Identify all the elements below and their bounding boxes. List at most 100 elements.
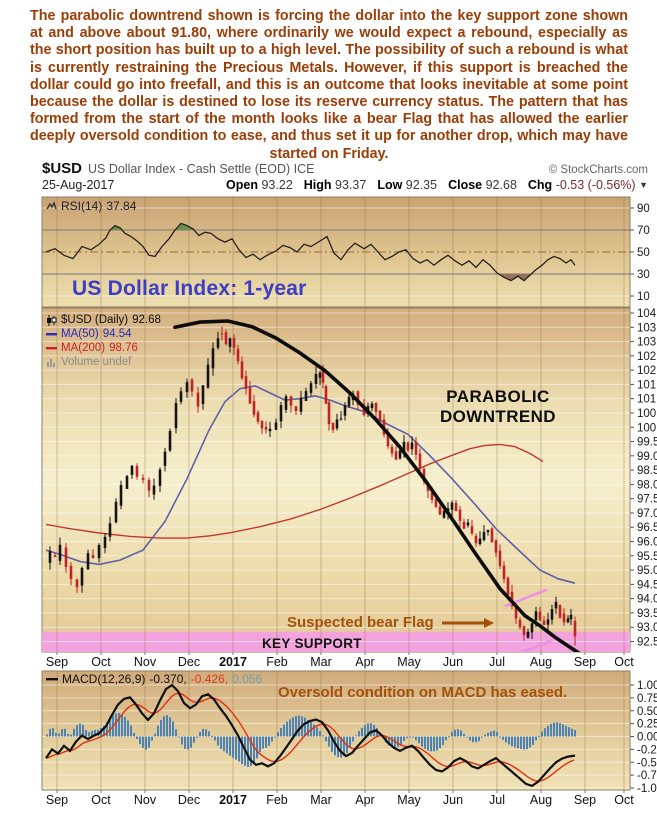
y-axis-label: 95.0: [637, 565, 657, 577]
macd-histogram-bar: [115, 713, 117, 737]
macd-histogram-bar: [196, 736, 198, 738]
macd-histogram-bar: [256, 736, 258, 759]
macd-histogram-bar: [487, 732, 489, 737]
candle-body: [486, 530, 490, 533]
macd-histogram-bar: [466, 736, 468, 738]
rsi-value: 37.84: [106, 199, 137, 213]
candle-body: [562, 613, 566, 623]
x-axis-month-label: Oct: [614, 655, 634, 669]
candle-body: [327, 402, 331, 425]
macd-histogram-bar: [298, 715, 300, 737]
candle-body: [125, 476, 129, 489]
macd-histogram-bar: [106, 722, 108, 737]
macd-histogram-bar: [208, 731, 210, 737]
macd-histogram-bar: [70, 734, 72, 737]
macd-histogram-bar: [286, 721, 288, 737]
ma50-value: 94.54: [102, 328, 132, 340]
macd-histogram-bar: [433, 736, 435, 752]
macd-histogram-bar: [397, 736, 399, 747]
key-support-label: KEY SUPPORT: [262, 636, 362, 651]
macd-histogram-bar: [262, 736, 264, 749]
macd-signal-value: -0.426,: [190, 672, 229, 686]
macd-histogram-bar: [247, 736, 249, 767]
macd-histogram-bar: [145, 736, 147, 750]
y-axis-label: 100.0: [637, 422, 657, 434]
candle-body: [335, 419, 339, 429]
macd-histogram-bar: [352, 736, 354, 742]
macd-histogram-bar: [124, 716, 126, 737]
macd-plot: [45, 683, 576, 788]
macd-histogram-bar: [400, 736, 402, 746]
macd-histogram-bar: [559, 723, 561, 737]
candle-body: [318, 372, 322, 378]
volume-bars-icon: [47, 358, 55, 367]
macd-histogram-bar: [211, 736, 213, 738]
macd-histogram-bar: [85, 730, 87, 737]
candle-body: [510, 591, 514, 607]
macd-histogram-bar: [154, 733, 156, 737]
candle-body: [185, 382, 189, 393]
candle-body: [434, 499, 438, 507]
x-axis-month-label: Sep: [46, 655, 68, 669]
macd-histogram-bar: [205, 729, 207, 737]
macd-histogram-bar: [430, 736, 432, 752]
candle-body: [232, 337, 236, 348]
candle-body: [406, 442, 410, 451]
candle-body: [97, 545, 101, 559]
candle-body: [554, 601, 558, 609]
macd-histogram-bar: [202, 728, 204, 737]
chart-header: $USD US Dollar Index - Cash Settle (EOD)…: [42, 160, 648, 177]
y-axis-label: 0.50: [637, 706, 657, 718]
candle-body: [240, 361, 244, 379]
y-axis-label: 101.5: [637, 379, 657, 391]
y-axis-label: 99.0: [637, 451, 657, 463]
candle-body: [141, 477, 145, 480]
candle-body: [152, 485, 156, 495]
macd-hist-value: 0.056: [232, 672, 263, 686]
macd-histogram-bar: [175, 729, 177, 737]
macd-histogram-bar: [541, 731, 543, 737]
candle-body: [347, 396, 351, 407]
rsi-plot: [45, 222, 576, 282]
macd-histogram-bar: [481, 736, 483, 738]
candle-body: [179, 391, 183, 402]
macd-histogram-bar: [181, 736, 183, 745]
candle-body: [201, 385, 205, 405]
candle-body: [546, 619, 550, 625]
candle-body: [256, 412, 260, 422]
macd-histogram-bar: [508, 736, 510, 745]
y-axis-label: 96.0: [637, 537, 657, 549]
macd-histogram-bar: [121, 714, 123, 737]
macd-histogram-bar: [499, 736, 501, 738]
x-axis-month-label: Feb: [266, 793, 288, 807]
macd-histogram-bar: [463, 733, 465, 737]
macd-histogram-bar: [490, 731, 492, 737]
y-axis-label: 98.0: [637, 479, 657, 491]
low-quote: Low 92.35: [377, 178, 438, 192]
macd-histogram-bar: [313, 724, 315, 737]
macd-histogram-bar: [538, 735, 540, 737]
y-axis-label: 99.5: [637, 437, 657, 449]
candle-body: [80, 567, 84, 586]
x-axis-month-label: Jul: [489, 793, 505, 807]
macd-histogram-bar: [199, 731, 201, 737]
candle-body: [538, 611, 542, 621]
x-axis-month-label: Sep: [46, 793, 68, 807]
candle-body: [550, 609, 554, 620]
macd-histogram-bar: [547, 725, 549, 737]
macd-value: -0.370,: [149, 672, 187, 686]
x-axis-month-label: Nov: [134, 793, 157, 807]
macd-histogram-bar: [529, 736, 531, 748]
candle-body: [53, 555, 57, 557]
candle-body: [386, 433, 390, 447]
rsi-line: [45, 222, 576, 282]
x-axis-month-label: 2017: [219, 655, 247, 669]
symbol-legend-row: $USD (Daily) 92.68: [46, 313, 161, 327]
candle-body: [304, 391, 308, 401]
x-axis-month-label: May: [397, 655, 421, 669]
candle-body: [114, 501, 118, 523]
candle-body: [462, 522, 466, 529]
y-axis-label: 103.0: [637, 337, 657, 349]
candle-body: [478, 538, 482, 545]
